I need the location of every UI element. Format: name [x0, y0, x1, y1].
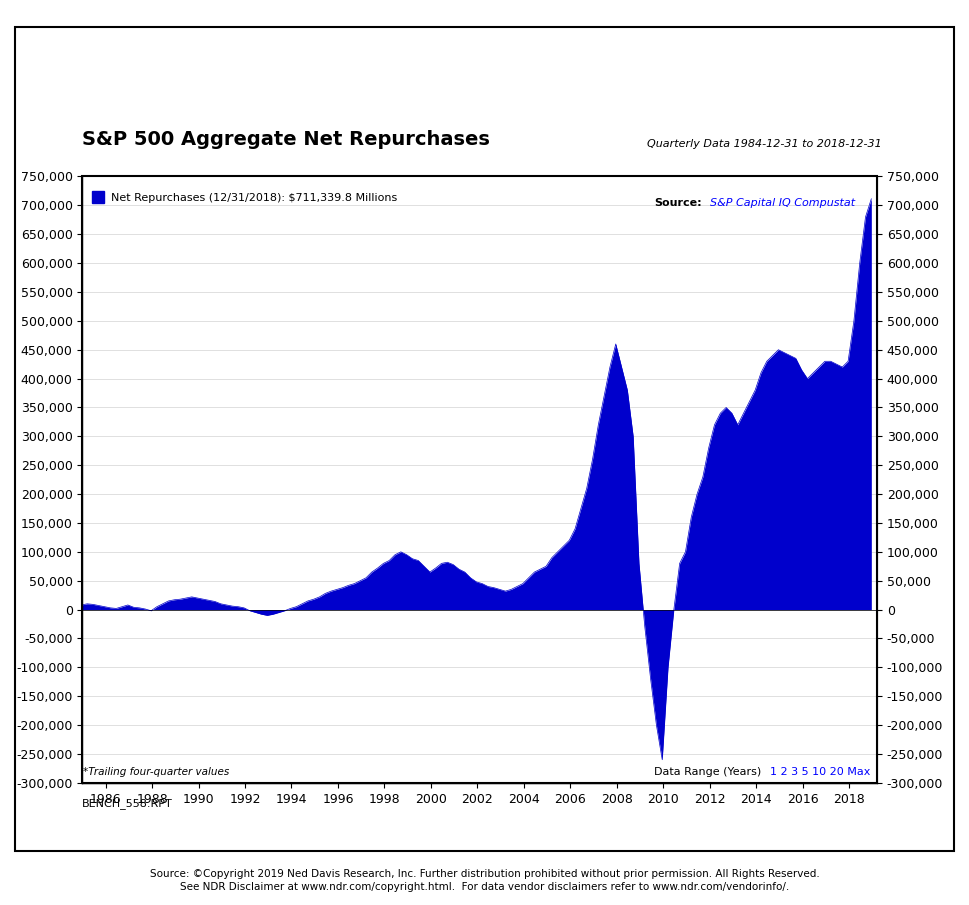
Text: Source: ©Copyright 2019 Ned Davis Research, Inc. Further distribution prohibited: Source: ©Copyright 2019 Ned Davis Resear…: [149, 869, 820, 879]
Legend: Net Repurchases (12/31/2018): $711,339.8 Millions: Net Repurchases (12/31/2018): $711,339.8…: [89, 188, 401, 207]
Text: S&P 500 Aggregate Net Repurchases: S&P 500 Aggregate Net Repurchases: [82, 130, 490, 149]
Text: S&P Capital IQ Compustat: S&P Capital IQ Compustat: [710, 197, 856, 207]
Text: See NDR Disclaimer at www.ndr.com/copyright.html.  For data vendor disclaimers r: See NDR Disclaimer at www.ndr.com/copyri…: [180, 882, 789, 892]
Text: Quarterly Data 1984-12-31 to 2018-12-31: Quarterly Data 1984-12-31 to 2018-12-31: [647, 139, 882, 149]
Text: 1 2 3 5 10 20 Max: 1 2 3 5 10 20 Max: [769, 767, 870, 776]
Text: BENCH_558.RPT: BENCH_558.RPT: [82, 798, 173, 809]
Text: *Trailing four-quarter values: *Trailing four-quarter values: [83, 767, 230, 776]
Text: Source:: Source:: [654, 197, 703, 207]
Bar: [82, 176, 877, 783]
Text: Data Range (Years): Data Range (Years): [654, 767, 766, 776]
